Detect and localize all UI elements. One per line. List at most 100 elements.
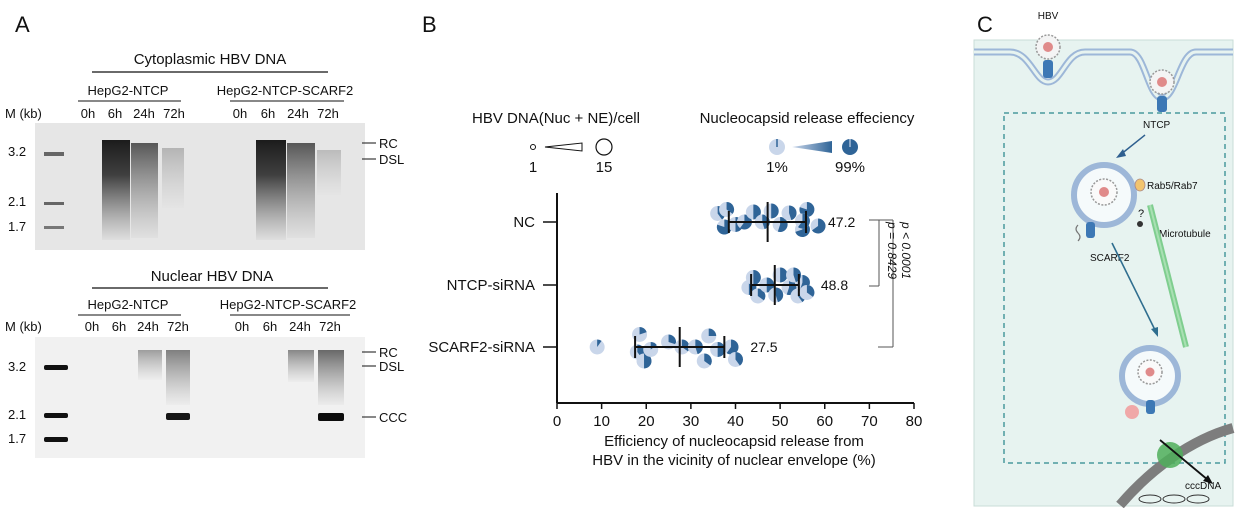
- blot2-gel-background: [35, 337, 365, 458]
- x-axis-title-line1: Efficiency of nucleocapsid release from: [604, 433, 864, 450]
- mechanism-diagram: HBV NTCP Rab5/Rab7 ? Microtubule: [973, 11, 1235, 508]
- blot2-time-label: 0h: [235, 319, 249, 334]
- hbv-virion-icon: [1149, 69, 1175, 95]
- scatter-chart: 0 10 20 30 40 50 60 70 80 NC NTCP-siRNA SCARF2-siRN…: [428, 193, 922, 430]
- data-point-slice: [777, 217, 788, 232]
- cccdna-label: cccDNA: [1185, 481, 1221, 492]
- blot2-time-label: 72h: [319, 319, 341, 334]
- ntcp-receptor-icon: [1086, 222, 1095, 238]
- blot1-time-label: 0h: [81, 106, 95, 121]
- question-mark: ?: [1138, 208, 1144, 220]
- blot2-ccc-band: [166, 413, 190, 420]
- import-arrowhead: [1203, 475, 1213, 484]
- cell-background: [973, 39, 1234, 507]
- blot2-marker-label: 2.1: [8, 407, 26, 422]
- blot2-lane-smear: [166, 350, 190, 405]
- data-point-slice: [726, 339, 739, 355]
- blot2-group1-label: HepG2-NTCP: [88, 297, 169, 312]
- rab-protein-icon: [1134, 178, 1146, 192]
- hbv-virion-icon: [1035, 34, 1061, 60]
- blot1-marker-label: 2.1: [8, 194, 26, 209]
- blot1-band-label: RC: [379, 136, 398, 151]
- cccdna-icon: [1186, 494, 1210, 504]
- panel-b-letter: B: [422, 12, 437, 37]
- blot1-group2-label: HepG2-NTCP-SCARF2: [217, 83, 354, 98]
- data-point-slice: [735, 352, 744, 366]
- p-value-label: p < 0.0001: [899, 221, 913, 279]
- ntcp-receptor-icon: [1157, 96, 1167, 112]
- blot2-marker-band: [44, 413, 68, 418]
- data-point-slice: [789, 205, 797, 221]
- blot2-lane-smear: [288, 350, 314, 382]
- blot1-lane-smear: [131, 143, 158, 238]
- size-legend-min-label: 1: [529, 159, 537, 176]
- blot1-lane-smear: [256, 140, 286, 240]
- blot2-title: Nuclear HBV DNA: [151, 268, 274, 285]
- blot1-lane-smear: [102, 140, 130, 240]
- scarf2-label: SCARF2: [1090, 253, 1130, 264]
- data-point-slice: [681, 339, 690, 352]
- entry-arrow: [1119, 134, 1146, 156]
- blot2-marker-label: 3.2: [8, 359, 26, 374]
- nuclear-pore-complex-icon: [1157, 442, 1183, 468]
- blot2-time-label: 24h: [289, 319, 311, 334]
- blot1-time-label: 6h: [108, 106, 122, 121]
- size-legend-max-circle: [595, 138, 613, 156]
- blot1-marker-band: [44, 152, 64, 156]
- size-legend-title: HBV DNA(Nuc + NE)/cell: [472, 110, 640, 127]
- blot1-time-label: 72h: [163, 106, 185, 121]
- fill-legend-title: Nucleocapsid release effeciency: [700, 110, 915, 127]
- mean-value-label: 48.8: [821, 277, 848, 293]
- microtubule-label: Microtubule: [1159, 229, 1211, 240]
- significance-brackets: p < 0.0001 p = 0.8429: [869, 219, 913, 348]
- ntcp-receptor-icon: [1043, 60, 1053, 78]
- hbv-virion-icon: [1137, 359, 1163, 385]
- blot2-time-label: 24h: [137, 319, 159, 334]
- blot1-gel-background: [35, 123, 365, 250]
- blot2-time-label: 0h: [85, 319, 99, 334]
- data-point-slice: [644, 353, 652, 369]
- data-point-slice: [708, 328, 717, 336]
- blot1-group1-label: HepG2-NTCP: [88, 83, 169, 98]
- blot1-lane-smear: [317, 150, 341, 195]
- blot1-lane-smear: [287, 143, 315, 238]
- fill-legend-min-label: 1%: [766, 159, 788, 176]
- mean-value-label: 47.2: [828, 214, 855, 230]
- size-legend: HBV DNA(Nuc + NE)/cell 1 15: [472, 110, 640, 176]
- blot1-marker-header: M (kb): [5, 106, 42, 121]
- blot2-marker-header: M (kb): [5, 319, 42, 334]
- data-point-slice: [811, 218, 826, 234]
- ntcp-label: NTCP: [1143, 120, 1171, 131]
- category-label: SCARF2-siRNA: [428, 339, 535, 356]
- blot1-marker-label: 1.7: [8, 219, 26, 234]
- blot1-marker-label: 3.2: [8, 144, 26, 159]
- blot2-band-label: CCC: [379, 410, 407, 425]
- data-point-slice: [780, 267, 788, 283]
- data-point-slice: [753, 270, 761, 285]
- blot2-group2-label: HepG2-NTCP-SCARF2: [220, 297, 357, 312]
- ntcp-receptor-icon: [1146, 400, 1155, 414]
- data-point-slice: [668, 334, 677, 345]
- data-point-slice: [771, 203, 779, 219]
- dna-strand-icon: [1075, 224, 1081, 242]
- cccdna-icon: [1138, 494, 1162, 504]
- category-label: NC: [513, 214, 535, 231]
- panel-a-letter: A: [15, 12, 30, 37]
- size-legend-wedge: [544, 142, 583, 152]
- data-point-slice: [726, 202, 735, 214]
- size-legend-max-label: 15: [596, 159, 613, 176]
- hbv-virion-icon: [1090, 178, 1118, 206]
- transport-arrow: [1111, 242, 1156, 331]
- blot1-time-labels: 0h 6h 24h 72h 0h 6h 24h 72h: [81, 106, 339, 121]
- blot2-time-label: 6h: [263, 319, 277, 334]
- blot2-marker-band: [44, 365, 68, 370]
- x-tick-label: 30: [683, 413, 700, 430]
- blot2-lane-smear: [318, 350, 344, 405]
- blot2-gel: [35, 337, 365, 458]
- size-legend-min-circle: [530, 144, 536, 150]
- data-point-slice: [639, 327, 647, 335]
- blot1-time-label: 72h: [317, 106, 339, 121]
- entry-arrowhead: [1116, 149, 1126, 158]
- data-point-slice: [704, 353, 712, 366]
